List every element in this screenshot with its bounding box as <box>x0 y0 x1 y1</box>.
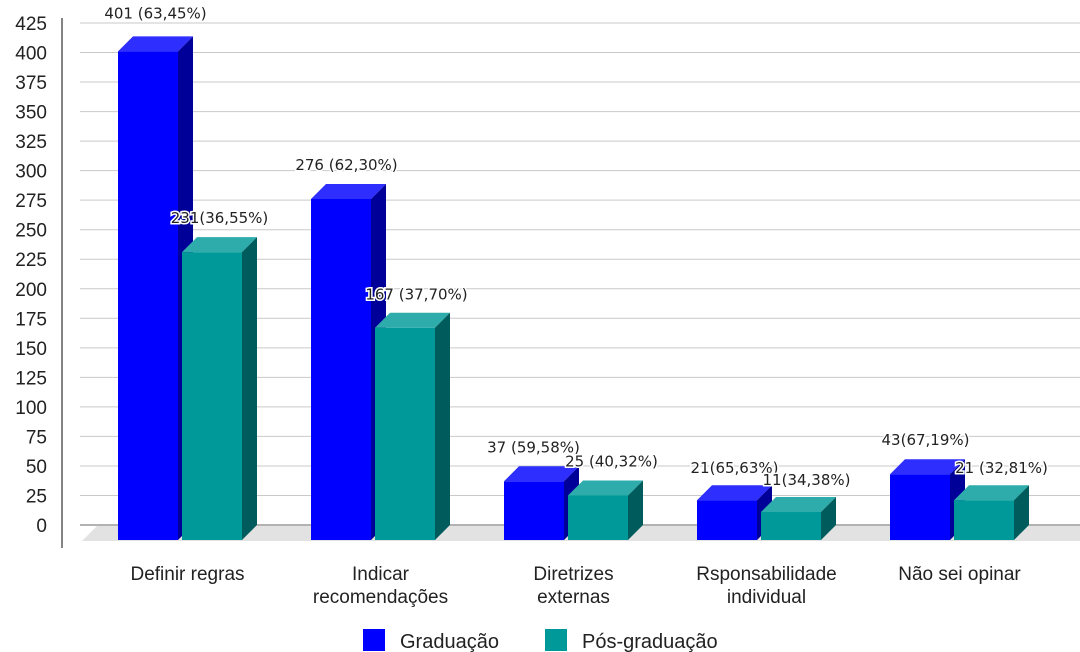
data-label: 21(65,63%) <box>691 459 779 477</box>
y-tick-label: 50 <box>26 457 47 478</box>
x-tick-label: recomendações <box>313 587 448 608</box>
data-label: 25 (40,32%) <box>565 452 658 470</box>
y-tick-label: 125 <box>15 368 47 389</box>
bar-side <box>435 312 450 540</box>
bar-front <box>118 51 178 540</box>
bar-top <box>890 459 965 475</box>
bar-top <box>504 466 579 482</box>
bar-side <box>242 237 257 540</box>
bar-front <box>890 474 950 540</box>
y-tick-label: 25 <box>26 486 47 507</box>
bar-top <box>118 36 193 52</box>
data-label: 231(36,55%) <box>171 209 269 227</box>
y-tick-label: 300 <box>15 162 47 183</box>
data-label: 11(34,38%) <box>763 471 851 489</box>
data-label: 167 (37,70%) <box>365 286 467 304</box>
bar-front <box>697 500 757 540</box>
y-tick-label: 325 <box>15 132 47 153</box>
bar-front <box>954 500 1014 540</box>
x-tick-label: externas <box>537 587 610 608</box>
legend-swatch <box>545 629 567 651</box>
bar-pos-graduacao <box>375 312 450 540</box>
legend-item-pos-graduacao: Pós-graduação <box>545 629 718 652</box>
legend-label: Graduação <box>400 631 499 652</box>
bar-side <box>628 480 643 540</box>
bar-side <box>821 497 836 540</box>
bar-side <box>1014 485 1029 540</box>
bar-pos-graduacao <box>182 237 257 540</box>
x-tick-label: individual <box>727 587 806 608</box>
data-label: 21 (32,81%) <box>955 459 1048 477</box>
bar-pos-graduacao <box>761 497 836 540</box>
bar-front <box>568 495 628 540</box>
y-tick-label: 350 <box>15 103 47 124</box>
data-label: 276 (62,30%) <box>295 156 397 174</box>
bar-graduacao <box>890 459 965 540</box>
data-label: 401 (63,45%) <box>104 4 206 22</box>
data-label: 43(67,19%) <box>882 431 970 449</box>
bar-top <box>954 485 1029 501</box>
bar-top <box>375 312 450 328</box>
legend-label: Pós-graduação <box>582 631 718 652</box>
data-label: 37 (59,58%) <box>487 438 580 456</box>
y-tick-label: 150 <box>15 339 47 360</box>
x-tick-label: Não sei opinar <box>898 564 1021 585</box>
legend-item-graduacao: Graduação <box>363 629 499 652</box>
bar-graduacao <box>118 36 193 540</box>
legend-swatch <box>363 629 385 651</box>
bar-front <box>311 198 371 540</box>
bar-front <box>761 512 821 540</box>
bar-front <box>182 252 242 540</box>
y-tick-label: 425 <box>15 14 47 35</box>
bar-graduacao <box>311 183 386 540</box>
y-tick-label: 375 <box>15 73 47 94</box>
y-tick-label: 100 <box>15 398 47 419</box>
y-tick-label: 400 <box>15 44 47 65</box>
bar-graduacao <box>697 485 772 540</box>
x-tick-label: Indicar <box>352 564 410 585</box>
bar-top <box>311 183 386 199</box>
bar-pos-graduacao <box>954 485 1029 540</box>
y-tick-label: 250 <box>15 221 47 242</box>
y-tick-label: 0 <box>36 516 47 537</box>
bar-top <box>761 497 836 513</box>
bar-front <box>375 327 435 540</box>
bar-top <box>182 237 257 253</box>
x-tick-label: Diretrizes <box>533 564 613 585</box>
bar-pos-graduacao <box>568 480 643 540</box>
bar-top <box>568 480 643 496</box>
x-tick-label: Definir regras <box>130 564 244 585</box>
y-tick-label: 225 <box>15 250 47 271</box>
bar-front <box>504 481 564 540</box>
y-tick-label: 175 <box>15 309 47 330</box>
bar-top <box>697 485 772 501</box>
y-tick-label: 200 <box>15 280 47 301</box>
y-tick-label: 75 <box>26 427 47 448</box>
bar-graduacao <box>504 466 579 540</box>
y-tick-label: 275 <box>15 191 47 212</box>
x-tick-label: Rsponsabilidade <box>696 564 837 585</box>
